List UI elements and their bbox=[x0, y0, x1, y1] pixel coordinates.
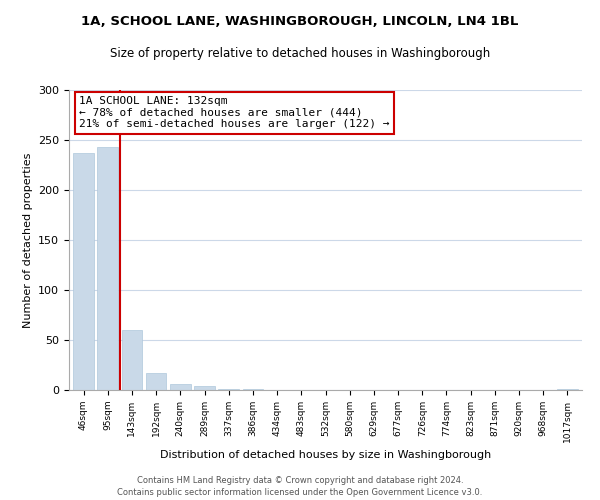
Y-axis label: Number of detached properties: Number of detached properties bbox=[23, 152, 32, 328]
Bar bbox=[557, 389, 578, 390]
Bar bbox=[194, 386, 215, 390]
Text: Contains HM Land Registry data © Crown copyright and database right 2024.: Contains HM Land Registry data © Crown c… bbox=[137, 476, 463, 485]
Text: 1A SCHOOL LANE: 132sqm
← 78% of detached houses are smaller (444)
21% of semi-de: 1A SCHOOL LANE: 132sqm ← 78% of detached… bbox=[79, 96, 390, 129]
Text: 1A, SCHOOL LANE, WASHINGBOROUGH, LINCOLN, LN4 1BL: 1A, SCHOOL LANE, WASHINGBOROUGH, LINCOLN… bbox=[82, 15, 518, 28]
Bar bbox=[218, 389, 239, 390]
Bar bbox=[73, 153, 94, 390]
Bar bbox=[97, 147, 118, 390]
Text: Contains public sector information licensed under the Open Government Licence v3: Contains public sector information licen… bbox=[118, 488, 482, 497]
Bar bbox=[170, 384, 191, 390]
Bar bbox=[146, 373, 166, 390]
Bar bbox=[242, 389, 263, 390]
Bar bbox=[122, 330, 142, 390]
Text: Size of property relative to detached houses in Washingborough: Size of property relative to detached ho… bbox=[110, 48, 490, 60]
X-axis label: Distribution of detached houses by size in Washingborough: Distribution of detached houses by size … bbox=[160, 450, 491, 460]
